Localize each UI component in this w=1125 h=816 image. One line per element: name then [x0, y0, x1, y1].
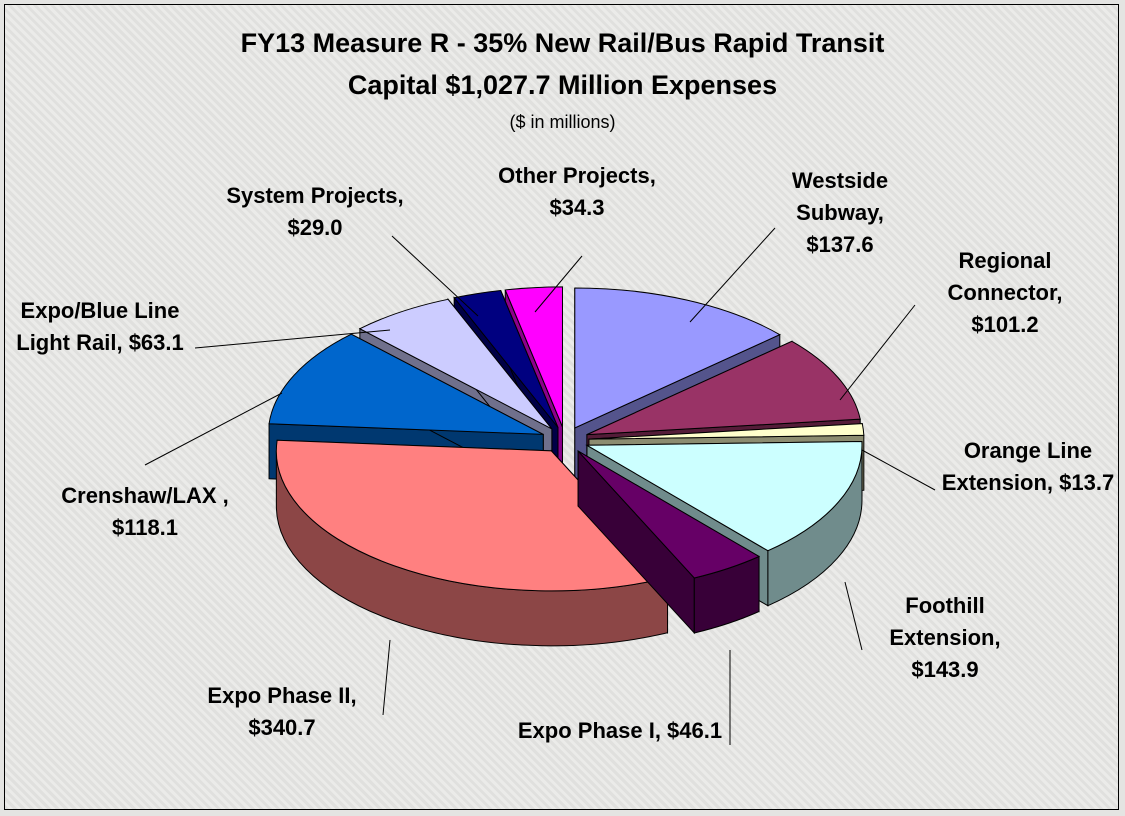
- category-label: Expo Phase II: [207, 683, 351, 708]
- slice-label: Crenshaw/LAX , $118.1: [58, 480, 233, 544]
- slice-label: Other Projects, $34.3: [495, 160, 660, 224]
- leader-line: [382, 639, 391, 716]
- slice: [275, 439, 669, 592]
- value-label: , $143.9: [911, 625, 1001, 682]
- category-label: System Projects: [226, 183, 398, 208]
- value-label: , $34.3: [549, 163, 656, 220]
- category-label: Regional Connector: [947, 248, 1057, 305]
- slice-label: Expo Phase II, $340.7: [187, 680, 377, 744]
- chart-subtitle: ($ in millions): [509, 112, 616, 132]
- value-label: , $137.6: [806, 200, 884, 257]
- slice-label: System Projects, $29.0: [225, 180, 405, 244]
- slice: [588, 423, 865, 440]
- leader-line: [534, 255, 583, 313]
- value-label: , $29.0: [287, 183, 404, 240]
- slice: [504, 286, 563, 428]
- slice: [577, 450, 761, 579]
- slice: [586, 340, 861, 436]
- chart-title: FY13 Measure R - 35% New Rail/Bus Rapid …: [240, 28, 885, 58]
- category-label: Crenshaw/LAX: [61, 483, 217, 508]
- category-label: Orange Line Extension: [941, 438, 1093, 495]
- slice: [453, 289, 559, 428]
- leader-line: [144, 392, 283, 466]
- category-label: Other Projects: [498, 163, 650, 188]
- slice-label: Expo/Blue Line Light Rail, $63.1: [15, 295, 185, 359]
- value-label: , $340.7: [248, 683, 357, 740]
- slice: [574, 287, 781, 429]
- slice: [268, 333, 544, 435]
- category-label: Westside Subway: [791, 168, 889, 225]
- chart-title: Capital $1,027.7 Million Expenses: [347, 70, 778, 100]
- slice-label: Expo Phase I, $46.1: [495, 715, 745, 747]
- leader-line: [839, 304, 916, 401]
- leader-line: [689, 227, 776, 323]
- value-label: , $118.1: [111, 483, 229, 540]
- leader-line: [844, 581, 863, 651]
- category-label: Foothill Extension: [889, 593, 995, 650]
- slice: [358, 298, 553, 430]
- category-label: Expo/Blue Line Light Rail: [16, 298, 180, 355]
- slice-label: Westside Subway, $137.6: [765, 165, 915, 261]
- slice: [585, 441, 863, 552]
- slice-label: Regional Connector, $101.2: [920, 245, 1090, 341]
- value-label: , $63.1: [116, 330, 184, 355]
- leader-line: [194, 329, 391, 349]
- value-label: , $13.7: [1046, 470, 1115, 495]
- value-label: , $46.1: [654, 718, 723, 743]
- slice-label: Foothill Extension, $143.9: [860, 590, 1030, 686]
- slice-label: Orange Line Extension, $13.7: [938, 435, 1118, 499]
- leader-line: [391, 235, 479, 317]
- leader-line: [861, 449, 936, 491]
- value-label: , $101.2: [971, 280, 1063, 337]
- category-label: Expo Phase I: [517, 718, 655, 743]
